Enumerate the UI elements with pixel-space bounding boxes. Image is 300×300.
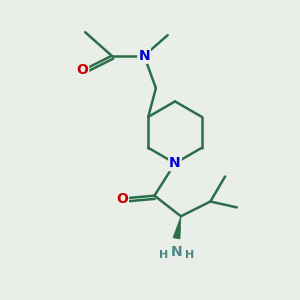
Text: O: O bbox=[116, 192, 128, 206]
Text: O: O bbox=[76, 64, 88, 77]
Polygon shape bbox=[173, 216, 181, 239]
Text: N: N bbox=[171, 244, 182, 259]
Text: N: N bbox=[138, 49, 150, 63]
Text: H: H bbox=[185, 250, 194, 260]
Text: N: N bbox=[169, 156, 181, 170]
Text: H: H bbox=[159, 250, 168, 260]
